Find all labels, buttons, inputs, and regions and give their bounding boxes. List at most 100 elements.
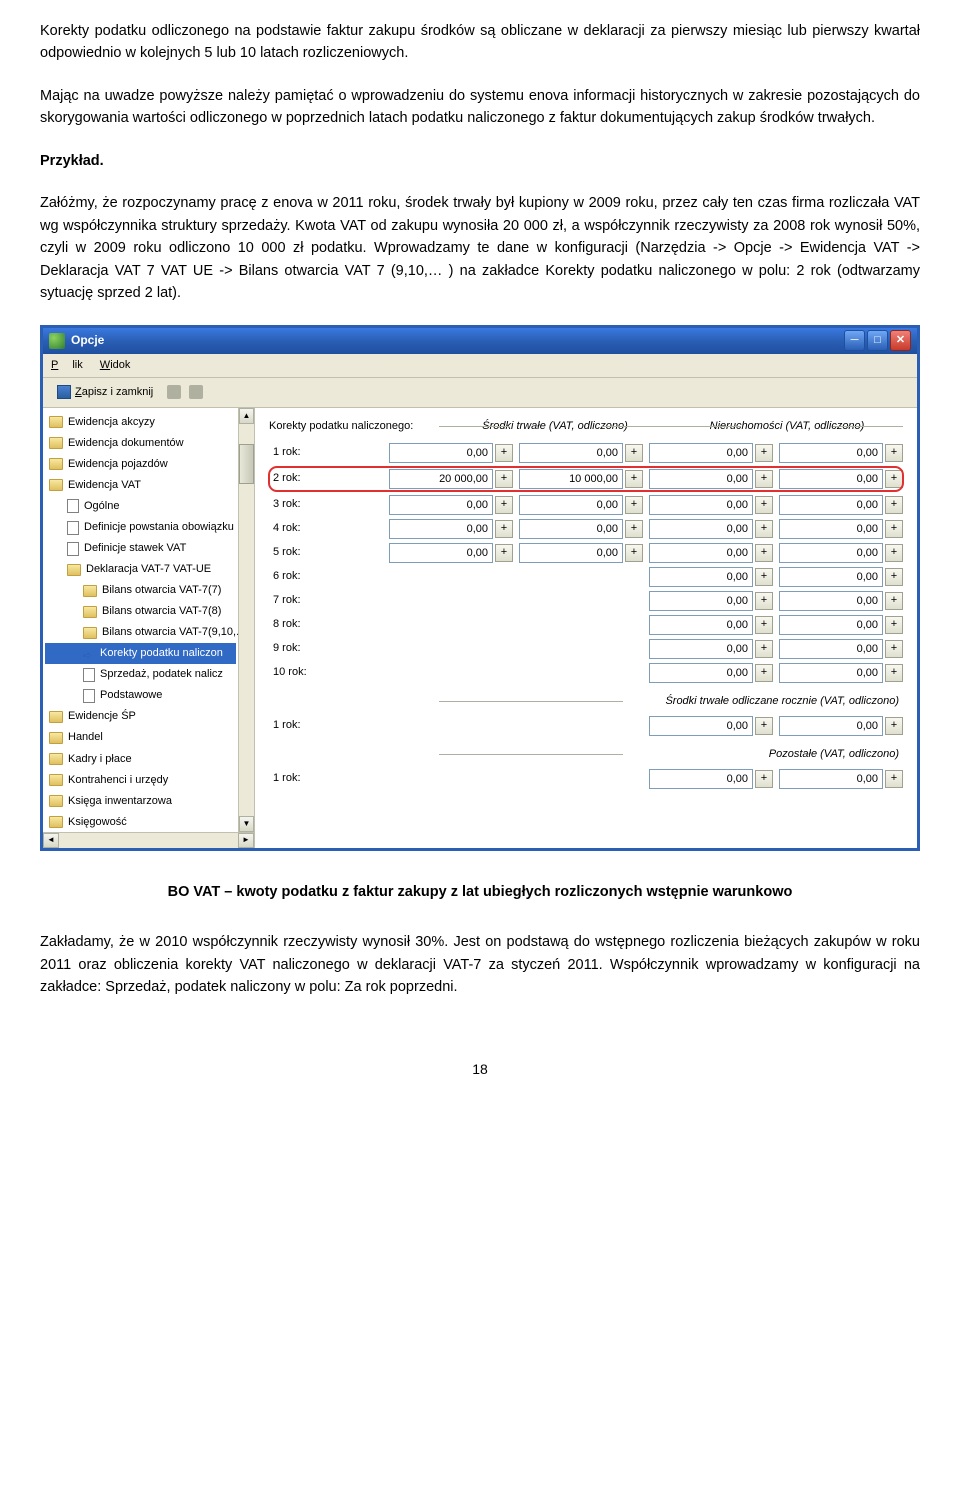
tree-item-kadry-i-p-ace[interactable]: Kadry i płace — [45, 749, 236, 770]
sec4-input-1-2[interactable] — [779, 769, 883, 789]
save-and-close-button[interactable]: Zapisz i zamknij — [51, 382, 159, 403]
tree-item-bilans-otwarcia-vat-7-8-[interactable]: Bilans otwarcia VAT-7(8) — [45, 601, 236, 622]
tree-item-bilans-otwarcia-vat-7-7-[interactable]: Bilans otwarcia VAT-7(7) — [45, 580, 236, 601]
tree-item-og-lne[interactable]: Ogólne — [45, 496, 236, 517]
input-row10-col3[interactable] — [649, 663, 753, 683]
input-row3-col1[interactable] — [389, 495, 493, 515]
tool-icon-2[interactable] — [189, 385, 203, 399]
input-row7-col4[interactable] — [779, 591, 883, 611]
tree-item-ewidencje-p[interactable]: Ewidencje ŚP — [45, 706, 236, 727]
sec3-input-1-1-plus-button[interactable]: + — [755, 717, 773, 735]
input-row3-col3[interactable] — [649, 495, 753, 515]
input-row5-col2-plus-button[interactable]: + — [625, 544, 643, 562]
vertical-scrollbar[interactable]: ▲ ▼ — [238, 408, 254, 832]
input-row6-col3-plus-button[interactable]: + — [755, 568, 773, 586]
input-row7-col3-plus-button[interactable]: + — [755, 592, 773, 610]
input-row6-col4[interactable] — [779, 567, 883, 587]
input-row3-col2-plus-button[interactable]: + — [625, 496, 643, 514]
input-row9-col4[interactable] — [779, 639, 883, 659]
tree-item-handel[interactable]: Handel — [45, 727, 236, 748]
menu-plik[interactable]: Plik — [51, 359, 83, 371]
input-row4-col1-plus-button[interactable]: + — [495, 520, 513, 538]
input-row2-col2-plus-button[interactable]: + — [625, 470, 643, 488]
input-row9-col3-plus-button[interactable]: + — [755, 640, 773, 658]
input-row4-col2[interactable] — [519, 519, 623, 539]
input-row8-col4-plus-button[interactable]: + — [885, 616, 903, 634]
input-row5-col4[interactable] — [779, 543, 883, 563]
input-row4-col3-plus-button[interactable]: + — [755, 520, 773, 538]
tree-item-sprzeda-podatek-nalicz[interactable]: Sprzedaż, podatek nalicz — [45, 664, 236, 685]
scroll-thumb[interactable] — [239, 444, 254, 484]
input-row3-col2[interactable] — [519, 495, 623, 515]
scroll-left-button[interactable]: ◄ — [43, 833, 59, 848]
input-row1-col4[interactable] — [779, 443, 883, 463]
tree-item-bilans-otwarcia-vat-7-9-10-[interactable]: Bilans otwarcia VAT-7(9,10,.. — [45, 622, 236, 643]
input-row3-col4[interactable] — [779, 495, 883, 515]
input-row5-col2[interactable] — [519, 543, 623, 563]
horizontal-scrollbar[interactable]: ◄ ► — [43, 832, 254, 848]
input-row4-col3[interactable] — [649, 519, 753, 539]
menu-widok[interactable]: Widok — [100, 359, 131, 371]
input-row1-col2-plus-button[interactable]: + — [625, 444, 643, 462]
input-row1-col2[interactable] — [519, 443, 623, 463]
tree-item-deklaracja-vat-7-vat-ue[interactable]: Deklaracja VAT-7 VAT-UE — [45, 559, 236, 580]
sec4-input-1-2-plus-button[interactable]: + — [885, 770, 903, 788]
input-row5-col4-plus-button[interactable]: + — [885, 544, 903, 562]
input-row2-col4-plus-button[interactable]: + — [885, 470, 903, 488]
sec3-input-1-2-plus-button[interactable]: + — [885, 717, 903, 735]
tree-item-ksi-ga-inwentarzowa[interactable]: Księga inwentarzowa — [45, 791, 236, 812]
input-row4-col2-plus-button[interactable]: + — [625, 520, 643, 538]
tree-item-podstawowe[interactable]: Podstawowe — [45, 685, 236, 706]
input-row1-col4-plus-button[interactable]: + — [885, 444, 903, 462]
input-row6-col3[interactable] — [649, 567, 753, 587]
input-row3-col3-plus-button[interactable]: + — [755, 496, 773, 514]
input-row9-col3[interactable] — [649, 639, 753, 659]
input-row7-col4-plus-button[interactable]: + — [885, 592, 903, 610]
input-row3-col1-plus-button[interactable]: + — [495, 496, 513, 514]
input-row4-col4[interactable] — [779, 519, 883, 539]
sec3-input-1-2[interactable] — [779, 716, 883, 736]
input-row10-col4-plus-button[interactable]: + — [885, 664, 903, 682]
input-row2-col4[interactable] — [779, 469, 883, 489]
input-row2-col3[interactable] — [649, 469, 753, 489]
scroll-right-button[interactable]: ► — [238, 833, 254, 848]
input-row8-col3-plus-button[interactable]: + — [755, 616, 773, 634]
input-row7-col3[interactable] — [649, 591, 753, 611]
tree-item-korekty-podatku-naliczon[interactable]: ➪Korekty podatku naliczon — [45, 643, 236, 664]
input-row8-col3[interactable] — [649, 615, 753, 635]
scroll-up-button[interactable]: ▲ — [239, 408, 254, 424]
tree-item-ewidencja-pojazd-w[interactable]: Ewidencja pojazdów — [45, 454, 236, 475]
tree-item-ewidencja-vat[interactable]: Ewidencja VAT — [45, 475, 236, 496]
close-button[interactable]: ✕ — [890, 330, 911, 351]
input-row1-col3[interactable] — [649, 443, 753, 463]
input-row8-col4[interactable] — [779, 615, 883, 635]
input-row1-col1-plus-button[interactable]: + — [495, 444, 513, 462]
input-row5-col1-plus-button[interactable]: + — [495, 544, 513, 562]
input-row3-col4-plus-button[interactable]: + — [885, 496, 903, 514]
tree-item-definicje-stawek-vat[interactable]: Definicje stawek VAT — [45, 538, 236, 559]
input-row2-col2[interactable] — [519, 469, 623, 489]
maximize-button[interactable]: □ — [867, 330, 888, 351]
input-row2-col3-plus-button[interactable]: + — [755, 470, 773, 488]
input-row1-col1[interactable] — [389, 443, 493, 463]
sec3-input-1-1[interactable] — [649, 716, 753, 736]
input-row5-col3-plus-button[interactable]: + — [755, 544, 773, 562]
tree-item-ewidencja-akcyzy[interactable]: Ewidencja akcyzy — [45, 412, 236, 433]
tool-icon-1[interactable] — [167, 385, 181, 399]
input-row10-col4[interactable] — [779, 663, 883, 683]
input-row10-col3-plus-button[interactable]: + — [755, 664, 773, 682]
tree-item-definicje-powstania-obowi-zku[interactable]: Definicje powstania obowiązku — [45, 517, 236, 538]
input-row2-col1-plus-button[interactable]: + — [495, 470, 513, 488]
scroll-down-button[interactable]: ▼ — [239, 816, 254, 832]
tree-item-ksi-gowo-[interactable]: Księgowość — [45, 812, 236, 832]
input-row4-col1[interactable] — [389, 519, 493, 539]
input-row5-col3[interactable] — [649, 543, 753, 563]
sec4-input-1-1[interactable] — [649, 769, 753, 789]
input-row9-col4-plus-button[interactable]: + — [885, 640, 903, 658]
input-row1-col3-plus-button[interactable]: + — [755, 444, 773, 462]
input-row5-col1[interactable] — [389, 543, 493, 563]
input-row4-col4-plus-button[interactable]: + — [885, 520, 903, 538]
tree-item-ewidencja-dokument-w[interactable]: Ewidencja dokumentów — [45, 433, 236, 454]
sec4-input-1-1-plus-button[interactable]: + — [755, 770, 773, 788]
input-row2-col1[interactable] — [389, 469, 493, 489]
